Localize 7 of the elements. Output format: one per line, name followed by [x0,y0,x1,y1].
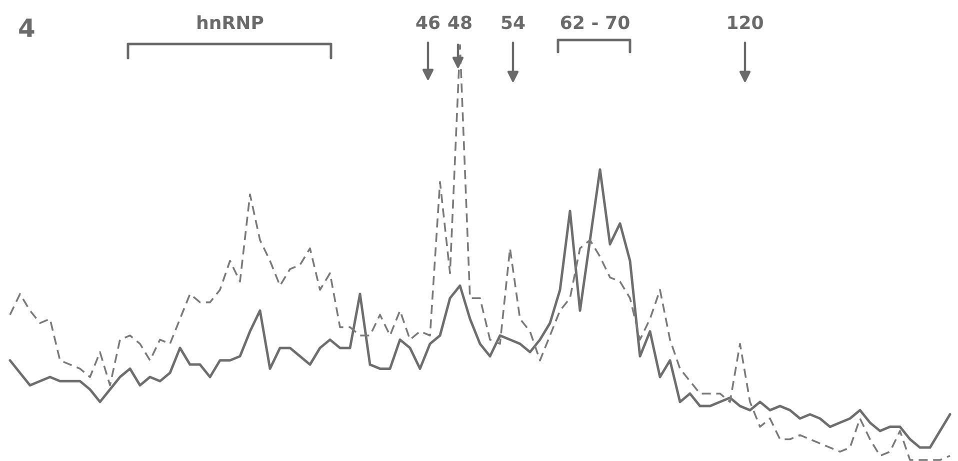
text: 120 [728,16,763,30]
text: 48 [448,16,472,30]
text: 46 [416,16,440,30]
text: 62 - 70 [560,16,630,30]
text: 54 [502,16,525,30]
text: hnRNP [198,15,264,29]
text: 4 [19,18,34,37]
